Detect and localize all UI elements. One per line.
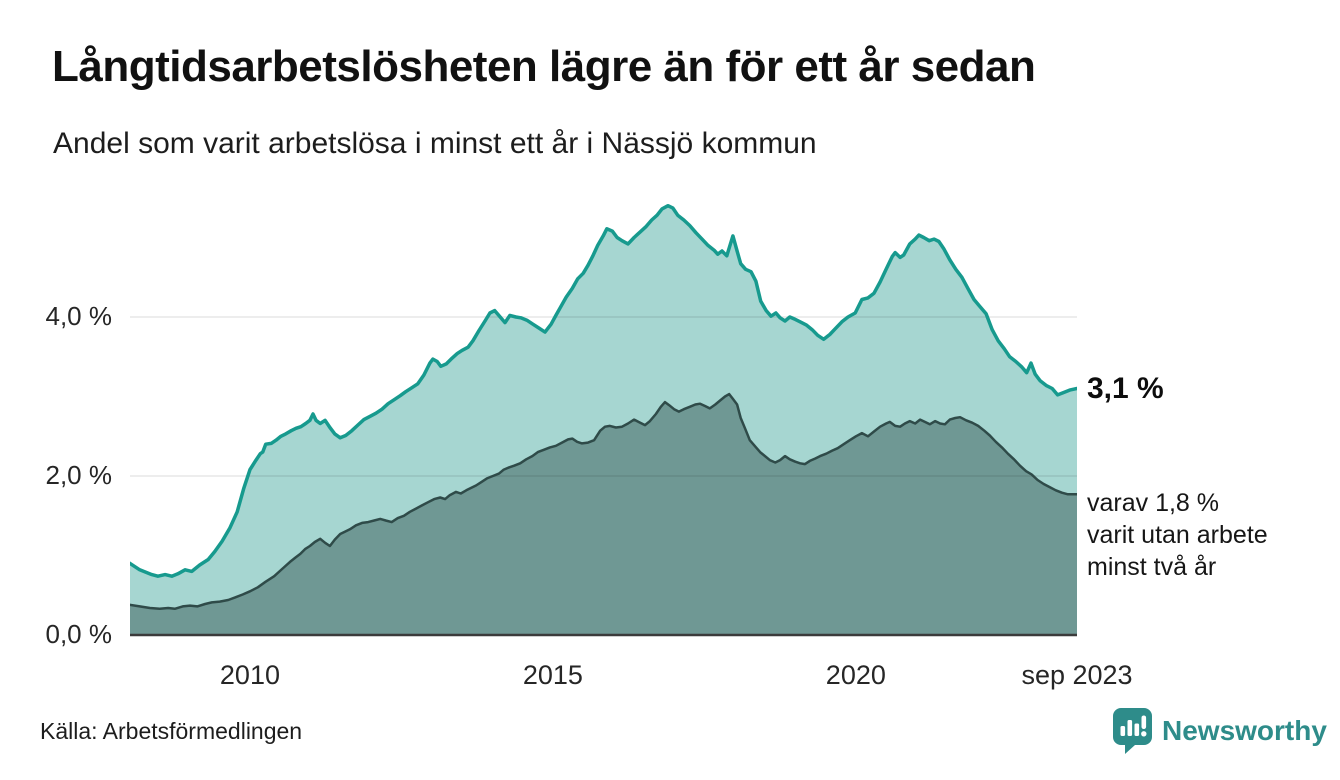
page-title: Långtidsarbetslösheten lägre än för ett … xyxy=(52,42,1036,91)
y-axis: 4,0 % 2,0 % 0,0 % xyxy=(0,0,113,780)
x-tick-label: 2015 xyxy=(522,660,583,690)
area-chart-plot xyxy=(130,203,1077,637)
brand-logo: Newsworthy xyxy=(1112,707,1327,754)
series-area xyxy=(130,394,1077,635)
y-tick-label: 0,0 % xyxy=(45,619,113,649)
end-label-subset: varav 1,8 % varit utan arbete minst två … xyxy=(1087,487,1268,583)
end-label-subset-line3: minst två år xyxy=(1087,553,1217,581)
end-label-subset-line1: varav 1,8 % xyxy=(1087,489,1220,517)
page-subtitle: Andel som varit arbetslösa i minst ett å… xyxy=(53,127,817,160)
source-note: Källa: Arbetsförmedlingen xyxy=(40,718,303,744)
x-tick-label: 2020 xyxy=(825,660,886,690)
series-line xyxy=(130,203,1077,578)
y-tick-label: 4,0 % xyxy=(45,301,113,331)
x-tick-label: sep 2023 xyxy=(1021,660,1133,690)
y-tick-label: 2,0 % xyxy=(45,460,113,490)
series-line xyxy=(130,392,1077,611)
end-label-total: 3,1 % xyxy=(1087,372,1164,405)
newsworthy-bubble-chart-icon xyxy=(1113,708,1152,754)
end-label-subset-line2: varit utan arbete xyxy=(1087,521,1268,549)
brand-name: Newsworthy xyxy=(1162,714,1327,746)
x-tick-label: 2010 xyxy=(219,660,280,690)
